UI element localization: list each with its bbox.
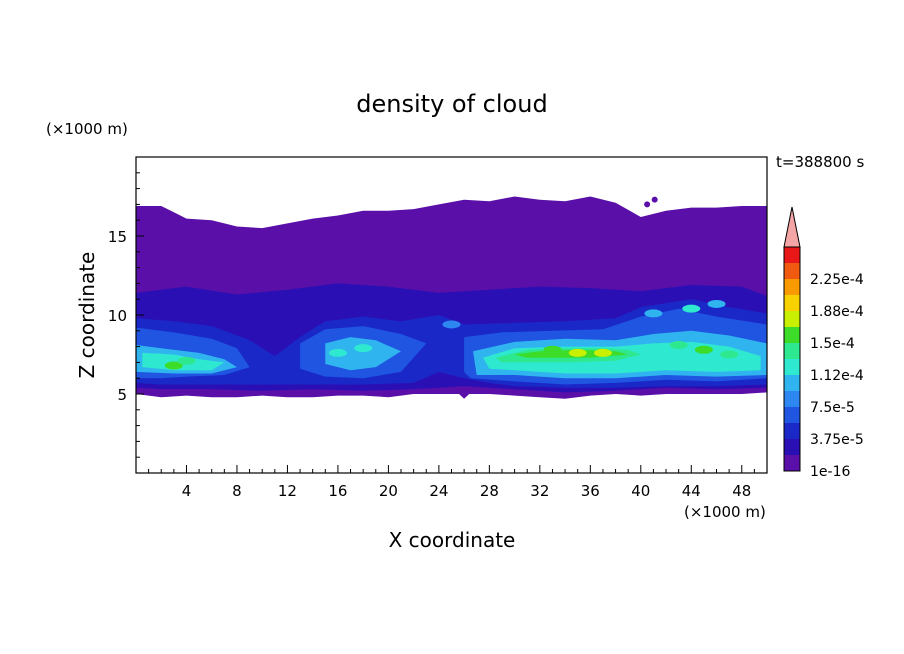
cloud-cell	[152, 353, 171, 362]
x-tick-label: 48	[732, 482, 751, 500]
x-tick-label: 36	[581, 482, 600, 500]
cloud-fragment	[651, 196, 658, 203]
y-axis-unit: (×1000 m)	[46, 120, 128, 138]
colorbar-swatch	[784, 263, 800, 279]
x-tick-label: 24	[429, 482, 448, 500]
x-tick-label: 44	[682, 482, 701, 500]
colorbar-swatch	[784, 455, 800, 471]
colorbar-swatch	[784, 375, 800, 391]
x-axis-label: X coordinate	[389, 528, 516, 552]
cloud-cell	[720, 350, 739, 359]
colorbar-swatch	[784, 247, 800, 263]
cloud-cell	[707, 299, 726, 308]
y-axis: 5 10 15	[108, 172, 144, 458]
cloud-cell	[669, 341, 688, 350]
x-tick-label: 28	[480, 482, 499, 500]
chart-title: density of cloud	[356, 90, 547, 118]
y-tick-label: 10	[108, 307, 127, 325]
cloud-cell	[593, 348, 612, 357]
y-axis-label: Z coordinate	[75, 252, 99, 379]
x-tick-label: 12	[278, 482, 297, 500]
colorbar-label: 1.5e-4	[810, 336, 855, 352]
x-axis-unit: (×1000 m)	[684, 503, 766, 521]
x-axis: 4 8 12 16 20 24 28 32 36 40 44 48	[148, 465, 755, 500]
colorbar-swatch	[784, 391, 800, 407]
colorbar-swatch	[784, 439, 800, 455]
colorbar-label: 1.88e-4	[810, 304, 864, 320]
colorbar: 1e-16 3.75e-5 7.5e-5 1.12e-4 1.5e-4 1.88e-4 2.…	[783, 206, 864, 480]
cloud-region-level-5	[325, 337, 401, 371]
colorbar-label: 1.12e-4	[810, 368, 864, 384]
cloud-cell	[682, 304, 701, 313]
x-tick-label: 20	[379, 482, 398, 500]
colorbar-label: 2.25e-4	[810, 272, 864, 288]
colorbar-label: 7.5e-5	[810, 400, 855, 416]
colorbar-swatch	[784, 295, 800, 311]
cloud-density-field	[136, 196, 767, 399]
colorbar-swatch	[784, 407, 800, 423]
x-tick-label: 32	[530, 482, 549, 500]
x-tick-label: 8	[232, 482, 242, 500]
cloud-cell	[568, 348, 587, 357]
cloud-cell	[177, 356, 196, 365]
x-tick-label: 40	[631, 482, 650, 500]
colorbar-swatch	[784, 343, 800, 359]
colorbar-frame	[783, 246, 801, 472]
colorbar-label: 3.75e-5	[810, 432, 864, 448]
colorbar-swatch	[784, 359, 800, 375]
y-tick-label: 5	[117, 386, 127, 404]
colorbar-extend-arrow	[783, 206, 801, 248]
cloud-cell	[164, 361, 183, 370]
cloud-cell	[328, 348, 347, 357]
cloud-cell	[543, 345, 562, 354]
colorbar-swatch	[784, 327, 800, 343]
colorbar-swatch	[784, 279, 800, 295]
colorbar-swatch	[784, 311, 800, 327]
y-tick-label: 15	[108, 228, 127, 246]
time-label: t=388800 s	[776, 153, 864, 171]
colorbar-swatch	[784, 423, 800, 439]
cloud-cell	[442, 320, 461, 329]
x-tick-label: 4	[182, 482, 192, 500]
colorbar-label: 1e-16	[810, 464, 850, 480]
cloud-cell	[354, 344, 373, 353]
x-tick-label: 16	[328, 482, 347, 500]
cloud-cell	[694, 345, 713, 354]
cloud-cell	[644, 309, 663, 318]
cloud-fragment	[644, 201, 651, 208]
